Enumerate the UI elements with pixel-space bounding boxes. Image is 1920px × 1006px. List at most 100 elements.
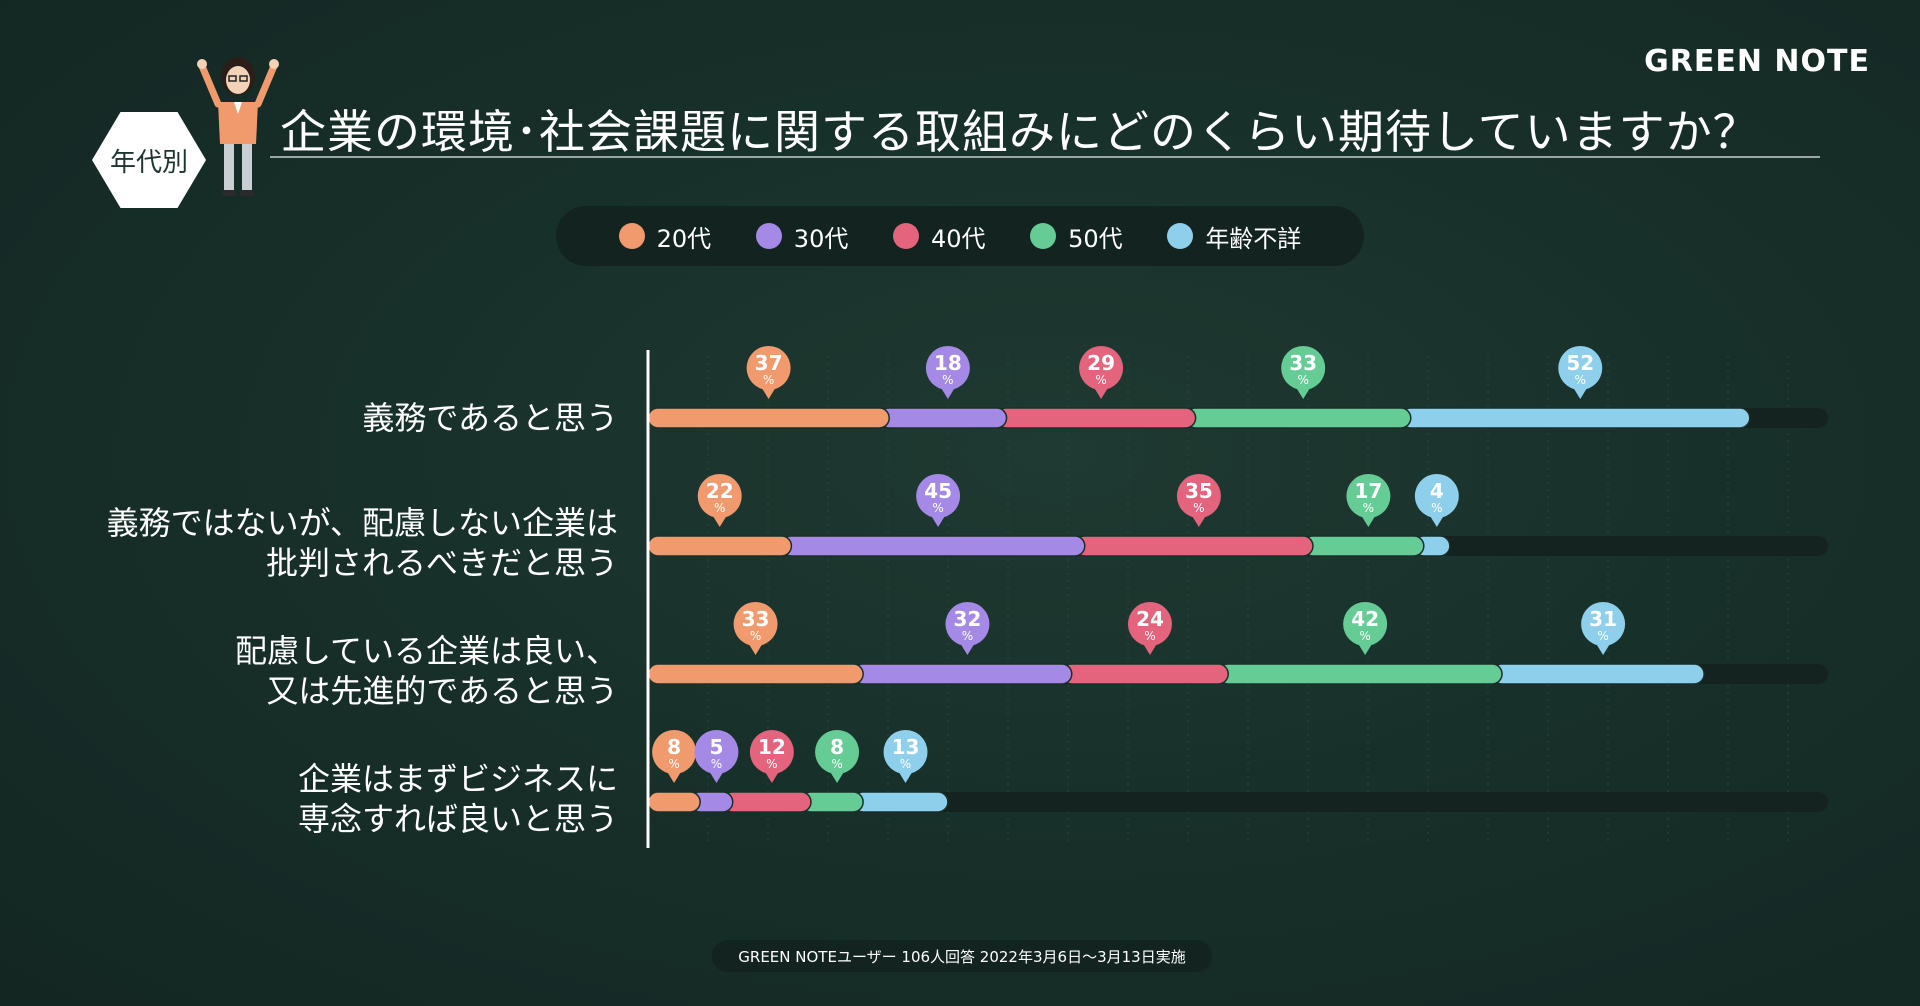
value-pin-bubble <box>883 730 928 774</box>
data-label-unit: % <box>1575 373 1586 387</box>
bar-segment <box>852 663 1073 685</box>
value-pin-bubble <box>733 602 778 646</box>
data-label: 4 <box>1430 479 1444 503</box>
value-pin-tail <box>1190 514 1207 527</box>
survey-footnote: GREEN NOTEユーザー 106人回答 2022年3月6日〜3月13日実施 <box>712 940 1212 972</box>
value-pin-bubble <box>652 730 697 774</box>
data-label: 13 <box>892 735 920 759</box>
legend-swatch <box>1030 223 1057 249</box>
data-label-unit: % <box>1297 373 1308 387</box>
data-label-unit: % <box>763 373 774 387</box>
brand-logo: GREEN NOTE <box>1644 44 1870 79</box>
value-pin-bubble <box>1343 602 1388 646</box>
data-label-unit: % <box>766 757 777 771</box>
character-illustration-icon <box>197 57 279 196</box>
legend-swatch <box>892 223 919 249</box>
data-label: 17 <box>1354 479 1382 503</box>
data-label: 5 <box>709 735 723 759</box>
bar-row: 22%45%35%17%4% <box>647 474 1828 557</box>
legend-item-40s: 40代 <box>892 219 986 254</box>
data-label-unit: % <box>750 629 761 643</box>
legend-item-50s: 50代 <box>1030 219 1123 254</box>
value-pin-tail <box>711 514 728 527</box>
value-pin-tail <box>897 770 914 783</box>
bar-segment <box>852 791 949 813</box>
data-label: 29 <box>1087 351 1115 375</box>
value-pin-bubble <box>945 602 990 646</box>
value-pin-bubble <box>1581 602 1626 646</box>
category-label-line: 義務ではないが、配慮しない企業は <box>106 504 618 542</box>
value-pin: 18% <box>925 346 970 399</box>
bar-segment <box>1302 535 1425 557</box>
data-label: 35 <box>1185 479 1213 503</box>
category-label-line: 企業はまずビジネスに <box>297 760 618 798</box>
data-label-unit: % <box>831 757 842 771</box>
category-label-line: 批判されるべきだと思う <box>265 544 618 582</box>
data-label-unit: % <box>714 501 725 515</box>
value-pin: 35% <box>1176 474 1221 527</box>
value-pin-bubble <box>1281 346 1326 390</box>
bar-segment <box>878 407 1008 429</box>
value-pin: 13% <box>883 730 928 783</box>
data-label-unit: % <box>962 629 973 643</box>
value-pin-tail <box>1572 386 1589 399</box>
value-pin: 45% <box>916 474 961 527</box>
bar-segment <box>780 535 1086 557</box>
value-pin-tail <box>1360 514 1377 527</box>
legend-label: 50代 <box>1068 224 1123 253</box>
value-pin: 33% <box>733 602 778 655</box>
data-label-unit: % <box>1359 629 1370 643</box>
value-pin-bubble <box>1127 602 1172 646</box>
data-label: 24 <box>1136 607 1164 631</box>
data-label: 42 <box>1351 607 1379 631</box>
value-pin-tail <box>1141 642 1158 655</box>
bar-segment <box>1491 663 1705 685</box>
bar-segment <box>1217 663 1503 685</box>
section-badge: 年代別 <box>92 112 206 208</box>
value-pin-bubble <box>1558 346 1603 390</box>
data-label-unit: % <box>1431 501 1442 515</box>
data-label-unit: % <box>1597 629 1608 643</box>
value-pin: 24% <box>1127 602 1172 655</box>
value-pin-tail <box>1295 386 1312 399</box>
value-pin-bubble <box>1176 474 1221 518</box>
value-pin-tail <box>1093 386 1110 399</box>
value-pin: 29% <box>1079 346 1124 399</box>
value-pin-tail <box>1357 642 1374 655</box>
value-pin-tail <box>763 770 780 783</box>
data-label: 52 <box>1566 351 1594 375</box>
legend-item-20s: 20代 <box>618 219 711 254</box>
chart-legend: 20代 30代 40代 50代 年齢不詳 <box>556 206 1364 266</box>
data-label-unit: % <box>1144 629 1155 643</box>
value-pin: 5% <box>694 730 739 783</box>
category-label-3: 配慮している企業は良い、 又は先進的であると思う <box>18 631 618 711</box>
value-pin: 17% <box>1346 474 1391 527</box>
bar-segment <box>647 535 793 557</box>
value-pin-tail <box>939 386 956 399</box>
page-title: 企業の環境･社会課題に関する取組みにどのくらい期待していますか？ <box>280 105 1760 159</box>
value-pin: 33% <box>1281 346 1326 399</box>
value-pin-tail <box>1428 514 1445 527</box>
legend-swatch <box>618 223 645 249</box>
bar-segment <box>647 791 701 813</box>
data-label: 37 <box>755 351 783 375</box>
data-label: 12 <box>758 735 786 759</box>
bar-segment <box>1184 407 1412 429</box>
data-label-unit: % <box>1193 501 1204 515</box>
category-label-2: 義務ではないが、配慮しない企業は 批判されるべきだと思う <box>18 503 618 583</box>
value-pin-bubble <box>694 730 739 774</box>
bar-segment <box>647 663 864 685</box>
data-label-unit: % <box>668 757 679 771</box>
value-pin-bubble <box>925 346 970 390</box>
value-pin-tail <box>747 642 764 655</box>
data-label: 8 <box>830 735 844 759</box>
value-pin: 37% <box>746 346 791 399</box>
category-label-line: 又は先進的であると思う <box>266 672 618 710</box>
data-label: 18 <box>934 351 962 375</box>
bar-segment <box>1061 663 1229 685</box>
value-pin: 8% <box>652 730 697 783</box>
bar-row: 37%18%29%33%52% <box>647 346 1828 429</box>
bar-segment <box>1400 407 1751 429</box>
value-pin-bubble <box>746 346 791 390</box>
